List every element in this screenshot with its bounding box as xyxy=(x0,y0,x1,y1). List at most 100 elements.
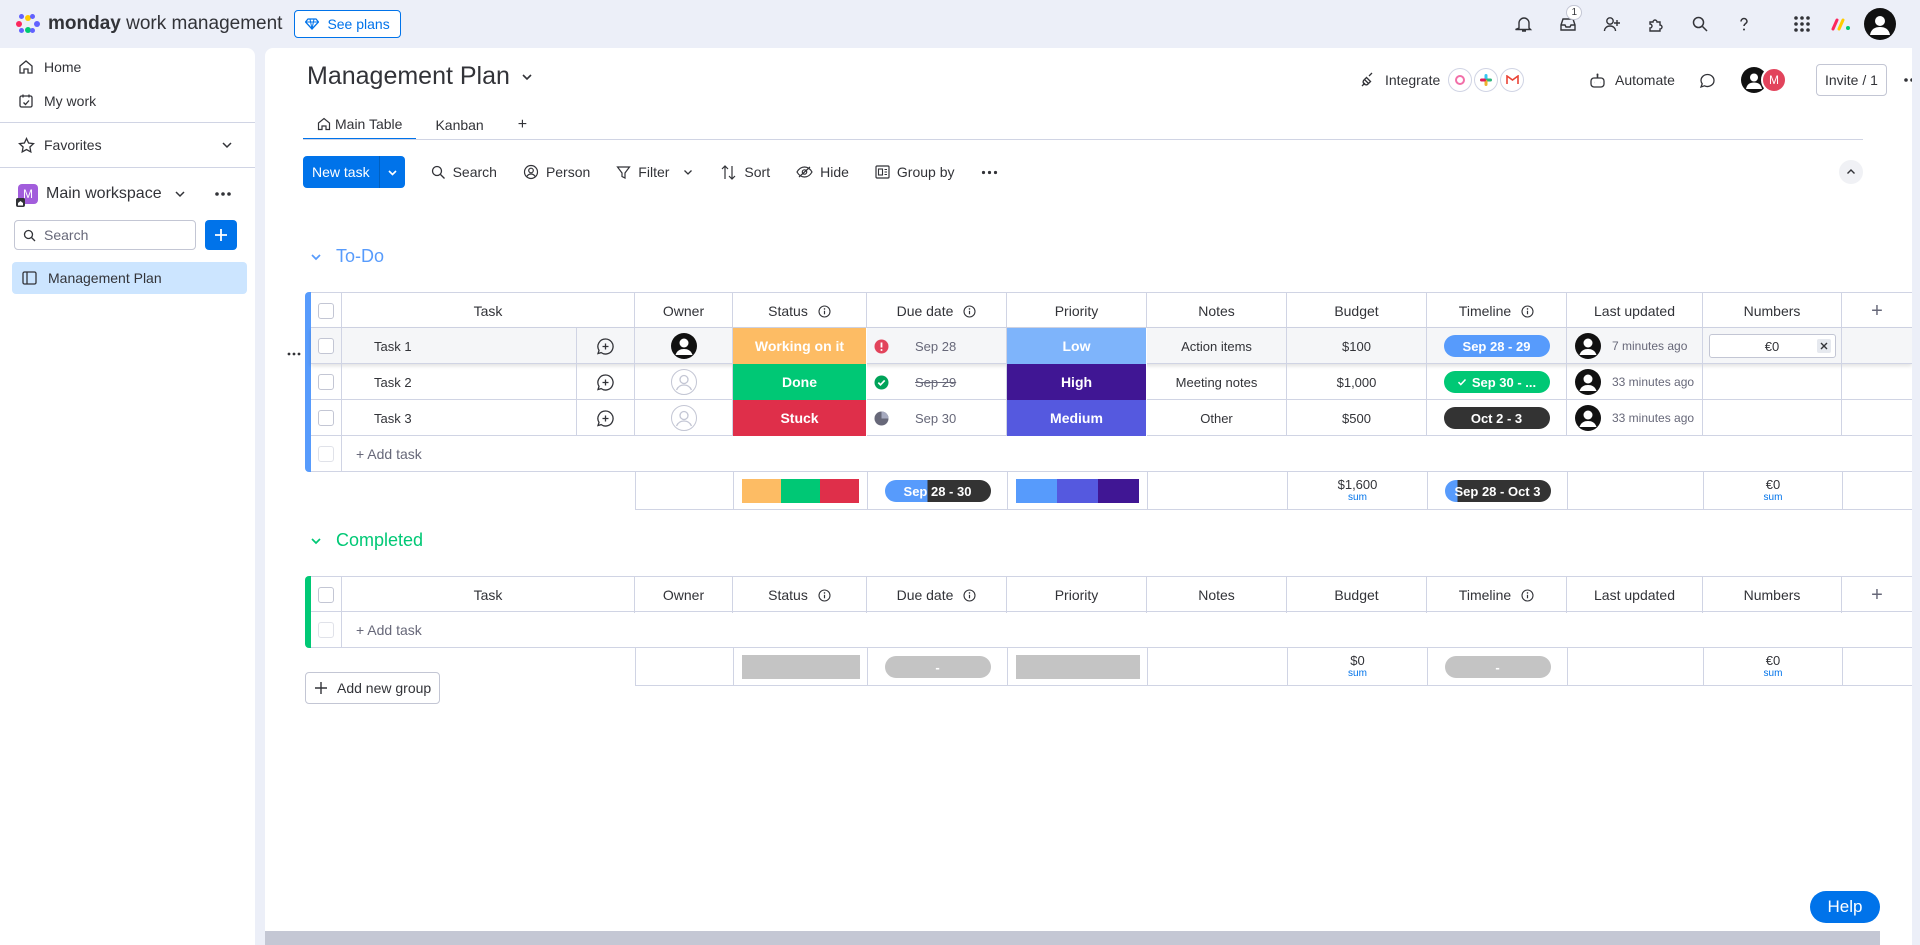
add-task-input[interactable]: + Add task xyxy=(356,436,422,472)
summary-notes[interactable] xyxy=(1148,472,1288,510)
column-header-due[interactable]: Due date xyxy=(867,577,1007,613)
group-by-button[interactable]: Group by xyxy=(875,164,955,180)
summary-notes[interactable] xyxy=(1148,648,1288,686)
tab-kanban[interactable]: Kanban xyxy=(421,110,497,140)
add-item-button[interactable] xyxy=(205,220,237,250)
priority-cell[interactable]: Medium xyxy=(1007,400,1147,436)
select-all-checkbox[interactable] xyxy=(318,587,334,603)
row-checkbox[interactable] xyxy=(318,374,334,390)
more-options-icon[interactable] xyxy=(214,191,232,197)
search-everything-button[interactable] xyxy=(1678,0,1722,48)
column-header-numbers[interactable]: Numbers xyxy=(1703,293,1842,329)
info-icon[interactable] xyxy=(1521,588,1534,602)
more-options-icon[interactable] xyxy=(981,170,998,175)
notes-cell[interactable]: Other xyxy=(1147,400,1287,436)
more-options-icon[interactable] xyxy=(1903,77,1912,83)
info-icon[interactable] xyxy=(963,304,976,318)
notes-cell[interactable]: Action items xyxy=(1147,328,1287,364)
person-filter-button[interactable]: Person xyxy=(523,164,590,180)
row-checkbox[interactable] xyxy=(318,410,334,426)
user-avatar-button[interactable] xyxy=(1860,0,1900,48)
numbers-cell[interactable] xyxy=(1703,400,1842,436)
timeline-cell[interactable]: Sep 28 - 29 xyxy=(1427,328,1567,364)
timeline-cell[interactable]: Sep 30 - ... xyxy=(1427,364,1567,400)
notes-cell[interactable]: Meeting notes xyxy=(1147,364,1287,400)
column-header-task[interactable]: Task xyxy=(342,577,635,613)
column-header-owner[interactable]: Owner xyxy=(635,577,733,613)
budget-cell[interactable]: $500 xyxy=(1287,400,1427,436)
column-header-task[interactable]: Task xyxy=(342,293,635,329)
column-header-updated[interactable]: Last updated xyxy=(1567,577,1703,613)
invite-button[interactable]: Invite / 1 xyxy=(1816,64,1887,96)
summary-timeline[interactable]: Sep 28 - Oct 3 xyxy=(1428,472,1568,510)
column-header-priority[interactable]: Priority xyxy=(1007,293,1147,329)
info-icon[interactable] xyxy=(1521,304,1534,318)
summary-status[interactable] xyxy=(734,648,868,686)
column-header-status[interactable]: Status xyxy=(733,293,867,329)
summary-status[interactable] xyxy=(734,472,868,510)
summary-owner[interactable] xyxy=(636,648,734,686)
monday-products-button[interactable] xyxy=(1824,0,1860,48)
group-title[interactable]: To-Do xyxy=(310,246,384,267)
sidebar-item-my-work[interactable]: My work xyxy=(0,84,255,118)
automate-button[interactable]: Automate xyxy=(1589,72,1675,89)
sidebar-item-management-plan[interactable]: Management Plan xyxy=(12,262,247,294)
task-name-cell[interactable]: Task 2 xyxy=(342,364,577,400)
search-button[interactable]: Search xyxy=(431,164,497,180)
column-header-owner[interactable]: Owner xyxy=(635,293,733,329)
logo[interactable]: monday work management xyxy=(16,13,282,35)
due-date-cell[interactable]: Sep 29 xyxy=(867,364,1007,400)
owner-cell[interactable] xyxy=(635,364,733,400)
status-cell[interactable]: Done xyxy=(733,364,867,400)
column-header-notes[interactable]: Notes xyxy=(1147,293,1287,329)
owner-cell[interactable] xyxy=(635,400,733,436)
add-task-input[interactable]: + Add task xyxy=(356,612,422,648)
numbers-cell[interactable]: €0 xyxy=(1703,328,1842,364)
sidebar-item-favorites[interactable]: Favorites xyxy=(0,127,255,163)
invite-members-button[interactable] xyxy=(1590,0,1634,48)
select-all-checkbox[interactable] xyxy=(318,303,334,319)
new-task-dropdown[interactable] xyxy=(378,156,405,188)
numbers-input[interactable]: €0 xyxy=(1708,334,1836,358)
due-date-cell[interactable]: Sep 28 xyxy=(867,328,1007,364)
table-row[interactable]: Task 2 Done Sep 29 High Meeting notes $1,000 S… xyxy=(311,364,1912,400)
summary-owner[interactable] xyxy=(636,472,734,510)
status-cell[interactable]: Working on it xyxy=(733,328,867,364)
integrate-button[interactable]: Integrate xyxy=(1359,68,1525,92)
filter-button[interactable]: Filter xyxy=(616,164,693,180)
comment-icon[interactable] xyxy=(1699,72,1716,89)
table-row[interactable]: Task 3 Stuck Sep 30 Medium Other $500 Oct 2 - … xyxy=(311,400,1912,436)
summary-numbers[interactable]: €0 sum xyxy=(1704,472,1843,510)
summary-priority[interactable] xyxy=(1008,472,1148,510)
chevron-down-icon[interactable] xyxy=(310,251,322,263)
notifications-button[interactable] xyxy=(1502,0,1546,48)
column-header-due[interactable]: Due date xyxy=(867,293,1007,329)
task-name-cell[interactable]: Task 1 xyxy=(342,328,577,364)
summary-due-date[interactable]: - xyxy=(868,648,1008,686)
add-update-button[interactable] xyxy=(577,328,635,364)
inbox-button[interactable]: 1 xyxy=(1546,0,1590,48)
help-button[interactable] xyxy=(1722,0,1766,48)
due-date-cell[interactable]: Sep 30 xyxy=(867,400,1007,436)
sidebar-search-input[interactable]: Search xyxy=(14,220,196,250)
summary-due-date[interactable]: Sep 28 - 30 xyxy=(868,472,1008,510)
hide-button[interactable]: Hide xyxy=(796,164,849,180)
row-menu-button[interactable] xyxy=(287,343,301,359)
summary-timeline[interactable]: - xyxy=(1428,648,1568,686)
chevron-down-icon[interactable] xyxy=(683,167,693,177)
apps-button[interactable] xyxy=(1634,0,1678,48)
horizontal-scrollbar[interactable] xyxy=(265,931,1880,945)
priority-cell[interactable]: Low xyxy=(1007,328,1147,364)
sort-button[interactable]: Sort xyxy=(721,164,770,180)
owner-cell[interactable] xyxy=(635,328,733,364)
clear-button[interactable] xyxy=(1816,339,1831,353)
tab-main-table[interactable]: Main Table xyxy=(303,110,417,140)
collapse-header-button[interactable] xyxy=(1839,160,1863,184)
new-task-button[interactable]: New task xyxy=(303,156,405,188)
timeline-cell[interactable]: Oct 2 - 3 xyxy=(1427,400,1567,436)
board-title[interactable]: Management Plan xyxy=(307,62,534,91)
column-header-status[interactable]: Status xyxy=(733,577,867,613)
chevron-down-icon[interactable] xyxy=(310,535,322,547)
add-view-button[interactable]: + xyxy=(504,110,541,140)
add-column-button[interactable]: + xyxy=(1842,577,1912,613)
